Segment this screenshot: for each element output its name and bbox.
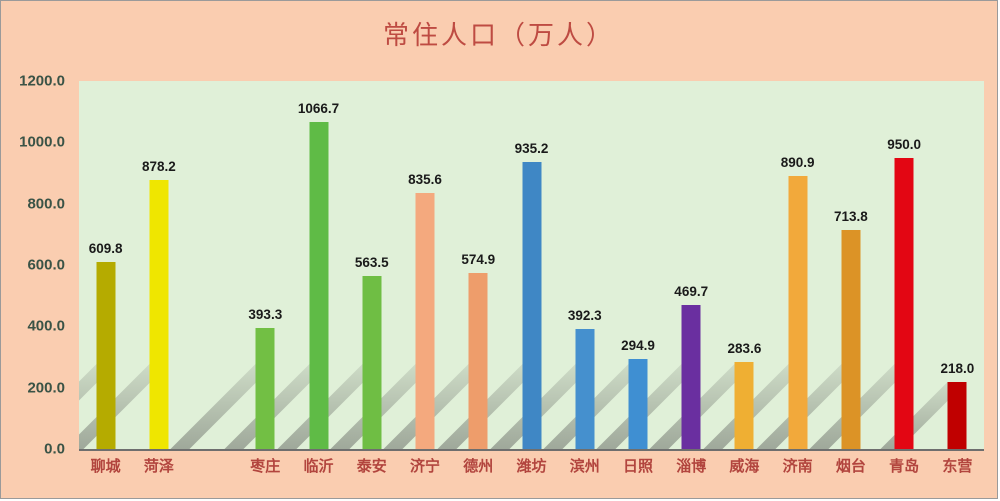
x-axis-label: 潍坊 xyxy=(516,458,547,475)
bar xyxy=(841,230,861,449)
x-axis-label: 德州 xyxy=(463,458,494,475)
bar xyxy=(734,362,754,449)
x-axis-label: 聊城 xyxy=(90,458,121,475)
x-axis-label: 滨州 xyxy=(569,458,600,475)
x-axis-label: 临沂 xyxy=(303,458,334,475)
bar-value-label: 469.7 xyxy=(674,283,709,299)
bar-value-label: 283.6 xyxy=(727,341,762,357)
bar-value-label: 294.9 xyxy=(621,337,655,353)
y-axis-label: 0.0 xyxy=(44,440,65,458)
bar xyxy=(362,276,382,449)
x-axis-label: 泰安 xyxy=(356,458,387,475)
bar xyxy=(468,272,488,449)
bar xyxy=(415,192,435,449)
bar-value-label: 563.5 xyxy=(354,255,389,271)
x-axis-label: 济南 xyxy=(782,458,813,475)
x-axis-label: 淄博 xyxy=(676,458,707,475)
bar xyxy=(628,358,648,449)
bar-value-label: 835.6 xyxy=(408,171,442,187)
chart-title: 常住人口（万人） xyxy=(382,21,615,51)
bar-value-label: 1066.7 xyxy=(297,100,340,116)
bar xyxy=(255,328,275,449)
x-axis-label: 烟台 xyxy=(835,458,866,475)
bar-value-label: 392.3 xyxy=(567,307,602,323)
bar-value-label: 574.9 xyxy=(461,251,496,267)
bar-value-label: 935.2 xyxy=(514,141,549,157)
bar-value-label: 393.3 xyxy=(248,307,283,323)
y-axis-label: 200.0 xyxy=(27,379,65,397)
bar-value-label: 950.0 xyxy=(887,136,922,152)
y-axis: 1200.0 1000.0 800.0 600.0 400.0 200.0 0.0 xyxy=(1,73,71,458)
bar xyxy=(96,262,116,449)
bar xyxy=(894,157,914,449)
x-axis-label: 枣庄 xyxy=(250,458,281,475)
bar xyxy=(309,121,329,449)
x-axis-label: 日照 xyxy=(622,458,653,475)
bar xyxy=(575,328,595,449)
plot-area: 609.8 878.2 393.3 1066.7 563.5 835.6 574.9 935.… xyxy=(79,81,984,451)
x-axis-label: 青岛 xyxy=(889,458,920,475)
y-axis-label: 400.0 xyxy=(27,317,65,335)
y-axis-label: 600.0 xyxy=(27,256,65,274)
bar-value-label: 218.0 xyxy=(940,361,975,377)
bar xyxy=(788,175,808,449)
y-axis-label: 800.0 xyxy=(27,195,65,213)
x-axis-label: 济宁 xyxy=(410,458,441,475)
bar-value-label: 878.2 xyxy=(141,158,176,174)
bar xyxy=(149,179,169,449)
x-axis-label: 威海 xyxy=(729,458,760,475)
x-axis-label: 菏泽 xyxy=(143,458,174,475)
y-axis-label: 1200.0 xyxy=(19,72,65,90)
y-axis-label: 1000.0 xyxy=(19,133,65,151)
bar-value-label: 713.8 xyxy=(834,209,868,225)
x-axis-label: 东营 xyxy=(942,458,973,475)
bar-value-label: 609.8 xyxy=(88,241,123,256)
bar xyxy=(522,162,541,449)
x-axis: 聊城 菏泽 枣庄 临沂 泰安 济宁 德州 潍坊 滨州 日照 淄博 威海 济南 烟台 青岛 东营 xyxy=(79,455,984,485)
bar-value-label: 890.9 xyxy=(780,154,815,170)
bar xyxy=(681,304,701,449)
bar xyxy=(947,382,967,449)
